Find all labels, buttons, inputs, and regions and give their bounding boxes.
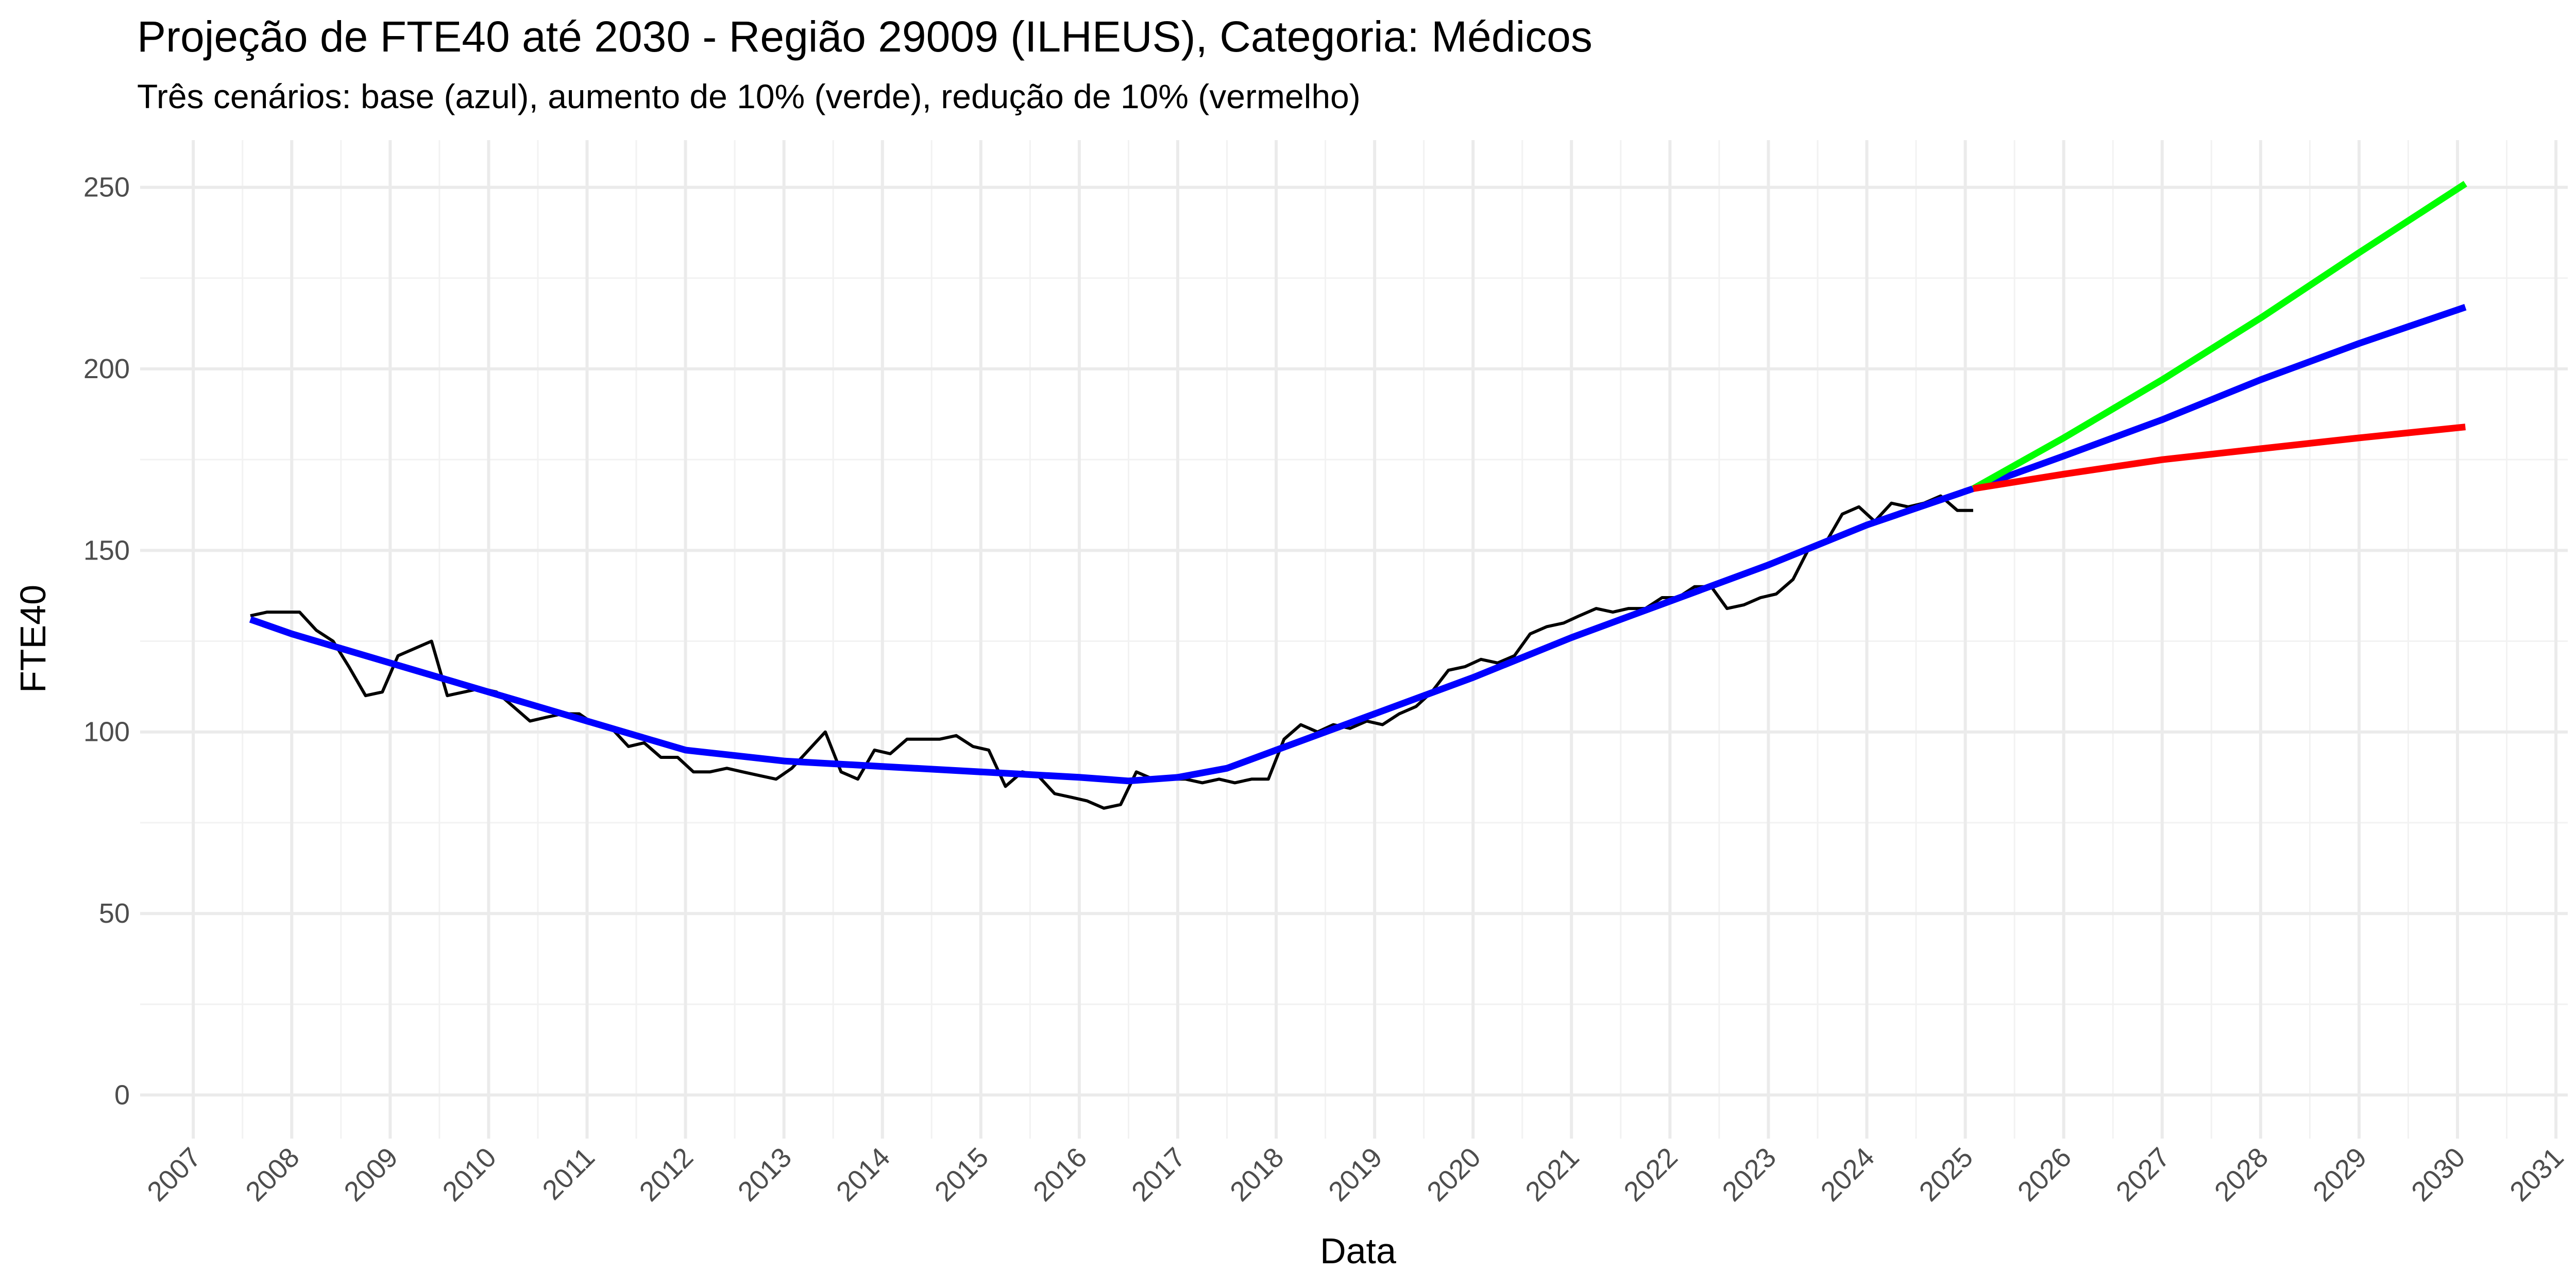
x-tick-label: 2027: [2110, 1142, 2176, 1207]
x-tick-label: 2019: [1323, 1142, 1388, 1207]
y-tick-label: 0: [114, 1079, 130, 1110]
y-axis-title: FTE40: [13, 585, 53, 693]
x-tick-label: 2031: [2504, 1142, 2569, 1207]
y-tick-label: 150: [83, 535, 130, 566]
series-line: [1971, 181, 2467, 492]
y-tick-label: 50: [99, 898, 130, 929]
x-tick-label: 2018: [1224, 1142, 1290, 1207]
x-tick-label: 2012: [634, 1142, 699, 1207]
x-tick-label: 2011: [536, 1142, 601, 1206]
x-tick-label: 2015: [929, 1142, 994, 1207]
x-tick-label: 2007: [141, 1142, 207, 1207]
series-line: [250, 494, 1973, 810]
x-tick-label: 2022: [1618, 1142, 1683, 1207]
x-tick-label: 2021: [1519, 1142, 1585, 1207]
lines: [249, 181, 2467, 810]
chart-subtitle: Três cenários: base (azul), aumento de 1…: [137, 77, 1361, 115]
x-tick-label: 2016: [1027, 1142, 1093, 1207]
x-tick-label: 2024: [1815, 1142, 1880, 1207]
x-tick-label: 2026: [2012, 1142, 2077, 1207]
y-tick-label: 200: [83, 353, 130, 384]
x-tick-label: 2030: [2405, 1142, 2471, 1207]
x-tick-label: 2014: [831, 1142, 896, 1207]
x-tick-label: 2029: [2307, 1142, 2372, 1207]
x-tick-label: 2023: [1717, 1142, 1782, 1207]
x-tick-label: 2020: [1421, 1142, 1486, 1207]
x-tick-label: 2028: [2209, 1142, 2274, 1207]
y-tick-label: 100: [83, 717, 130, 748]
x-tick-label: 2009: [338, 1142, 403, 1207]
x-axis-title: Data: [1320, 1231, 1396, 1271]
series-line: [249, 304, 2467, 785]
x-tick-label: 2025: [1913, 1142, 1979, 1207]
grid: [140, 140, 2568, 1139]
x-tick-label: 2013: [732, 1142, 798, 1207]
x-tick-label: 2008: [240, 1142, 305, 1207]
series-line: [1972, 423, 2466, 492]
x-tick-label: 2017: [1126, 1142, 1191, 1207]
y-tick-label: 250: [83, 172, 130, 203]
chart-title: Projeção de FTE40 até 2030 - Região 2900…: [137, 12, 1592, 61]
x-tick-label: 2010: [437, 1142, 502, 1207]
